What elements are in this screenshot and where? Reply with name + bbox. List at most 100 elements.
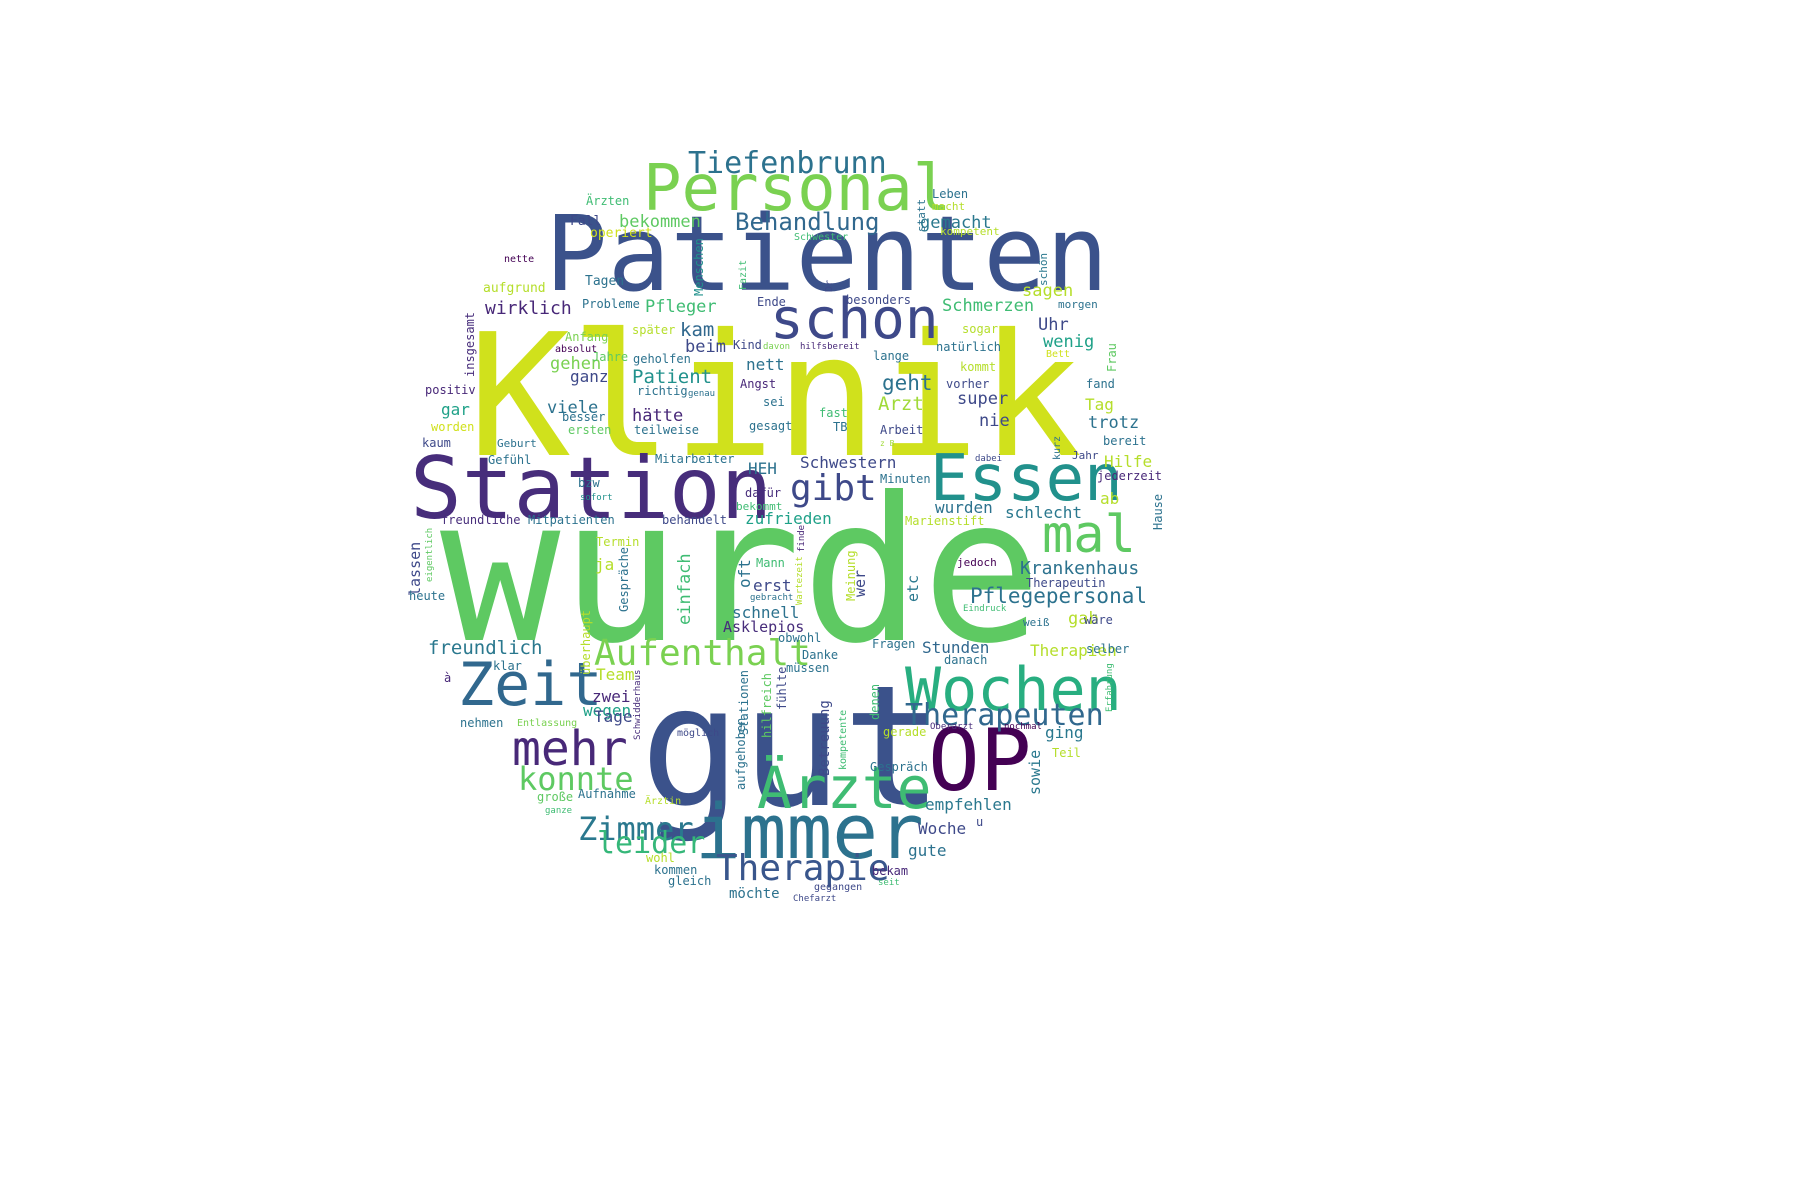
word-23: leider	[597, 826, 705, 861]
word-160: Eindruck	[963, 604, 1007, 614]
word-54: wurden	[935, 498, 993, 517]
word-147: behandelt	[662, 513, 727, 527]
word-106: hilfsbereit	[800, 342, 860, 352]
word-164: Fragen	[872, 637, 915, 651]
word-89: macht	[932, 200, 965, 213]
word-116: richtig	[637, 384, 688, 398]
word-159: überhaupt	[579, 610, 593, 675]
word-173: Entlassung	[517, 718, 577, 729]
word-111: Bett	[1046, 349, 1070, 360]
word-170: à	[444, 671, 451, 685]
word-66: gute	[908, 841, 947, 860]
word-197: gegangen	[814, 882, 862, 893]
word-3: Patienten	[545, 193, 1109, 315]
word-152: jedoch	[957, 556, 997, 569]
word-93: nette	[504, 254, 534, 265]
word-103: geholfen	[633, 352, 691, 366]
word-185: aufgehoben	[734, 718, 748, 790]
word-195: bekam	[872, 864, 908, 878]
word-177: Stationen	[737, 670, 751, 735]
word-189: Ärztin	[645, 794, 681, 807]
word-19: konnte	[518, 760, 634, 798]
word-122: teilweise	[634, 423, 699, 437]
word-156: Meinung	[844, 550, 858, 601]
word-105: davon	[763, 342, 790, 352]
word-143: Marienstift	[905, 514, 984, 528]
word-180: nochmal	[1004, 722, 1042, 732]
word-196: seit	[878, 878, 900, 888]
word-198: möchte	[729, 886, 780, 902]
word-96: Fazit	[738, 260, 749, 290]
word-81: operiert	[590, 226, 653, 241]
word-136: dabei	[975, 454, 1002, 464]
word-158: heute	[409, 589, 445, 603]
word-13: mal	[1042, 505, 1136, 565]
word-129: Geburt	[497, 437, 537, 450]
word-2: gut	[640, 649, 943, 845]
word-138: Minuten	[880, 472, 931, 486]
word-29: bekommen	[619, 212, 701, 232]
word-27: wirklich	[485, 298, 572, 319]
word-11: Ärzte	[757, 754, 932, 822]
word-132: Jahr	[1072, 449, 1099, 462]
word-45: super	[957, 389, 1008, 409]
word-79: Fall	[570, 214, 601, 229]
word-124: fast	[819, 406, 848, 420]
word-154: gebracht	[750, 593, 793, 603]
word-128: kaum	[422, 436, 451, 450]
word-50: ab	[1100, 489, 1119, 508]
word-172: nehmen	[460, 716, 503, 730]
word-104: Kind	[733, 338, 762, 352]
word-0: wurde	[440, 455, 1042, 688]
word-37: Arzt	[878, 393, 924, 415]
word-34: wenig	[1043, 332, 1094, 352]
word-139: bzw	[578, 476, 600, 490]
word-74: ja	[595, 555, 614, 574]
word-62: Stunden	[922, 638, 989, 657]
word-43: hätte	[632, 406, 683, 426]
word-1: Klinik	[468, 298, 1082, 496]
word-32: sagen	[1022, 281, 1073, 301]
word-192: wohl	[646, 851, 675, 865]
word-162: wäre	[1084, 613, 1113, 627]
word-72: sowie	[1026, 750, 1044, 795]
word-28: Pfleger	[645, 297, 717, 317]
word-68: zwei	[592, 687, 631, 706]
word-145: freundliche	[441, 513, 520, 527]
word-144: Hause	[1151, 494, 1165, 530]
word-87: besonders	[846, 293, 911, 307]
word-21: Behandlung	[735, 208, 880, 236]
word-120: besser	[562, 410, 605, 424]
word-51: gar	[441, 400, 470, 419]
word-41: ganz	[570, 367, 609, 386]
word-118: Angst	[740, 377, 776, 391]
word-53: Schwestern	[800, 453, 896, 472]
word-112: kommt	[960, 360, 996, 374]
word-30: gemacht	[920, 213, 992, 233]
word-134: Gefühl	[488, 453, 531, 467]
word-88: Leben	[932, 187, 968, 201]
word-69: wegen	[583, 701, 631, 720]
word-52: HEH	[748, 459, 777, 478]
word-65: Woche	[918, 819, 966, 838]
word-78: Betreuung	[817, 700, 833, 776]
word-67: Team	[596, 665, 635, 684]
word-63: Therapien	[1030, 641, 1117, 660]
word-193: kommen	[654, 863, 697, 877]
word-38: kam	[680, 319, 714, 341]
word-39: beim	[685, 337, 726, 357]
word-49: Hilfe	[1104, 452, 1152, 471]
word-22: Tiefenbrunn	[688, 146, 887, 181]
word-179: Oberarzt	[930, 722, 973, 732]
word-184: kompetente	[838, 710, 849, 770]
word-42: viele	[547, 398, 598, 418]
word-94: schön	[1037, 253, 1050, 286]
word-114: fand	[1086, 377, 1115, 391]
word-140: dafür	[745, 486, 781, 500]
word-101: absolut	[555, 344, 597, 355]
word-153: Mann	[756, 556, 785, 570]
word-16: Therapie	[716, 848, 889, 889]
word-126: Arbeit	[880, 423, 923, 437]
word-12: schon	[770, 287, 939, 352]
